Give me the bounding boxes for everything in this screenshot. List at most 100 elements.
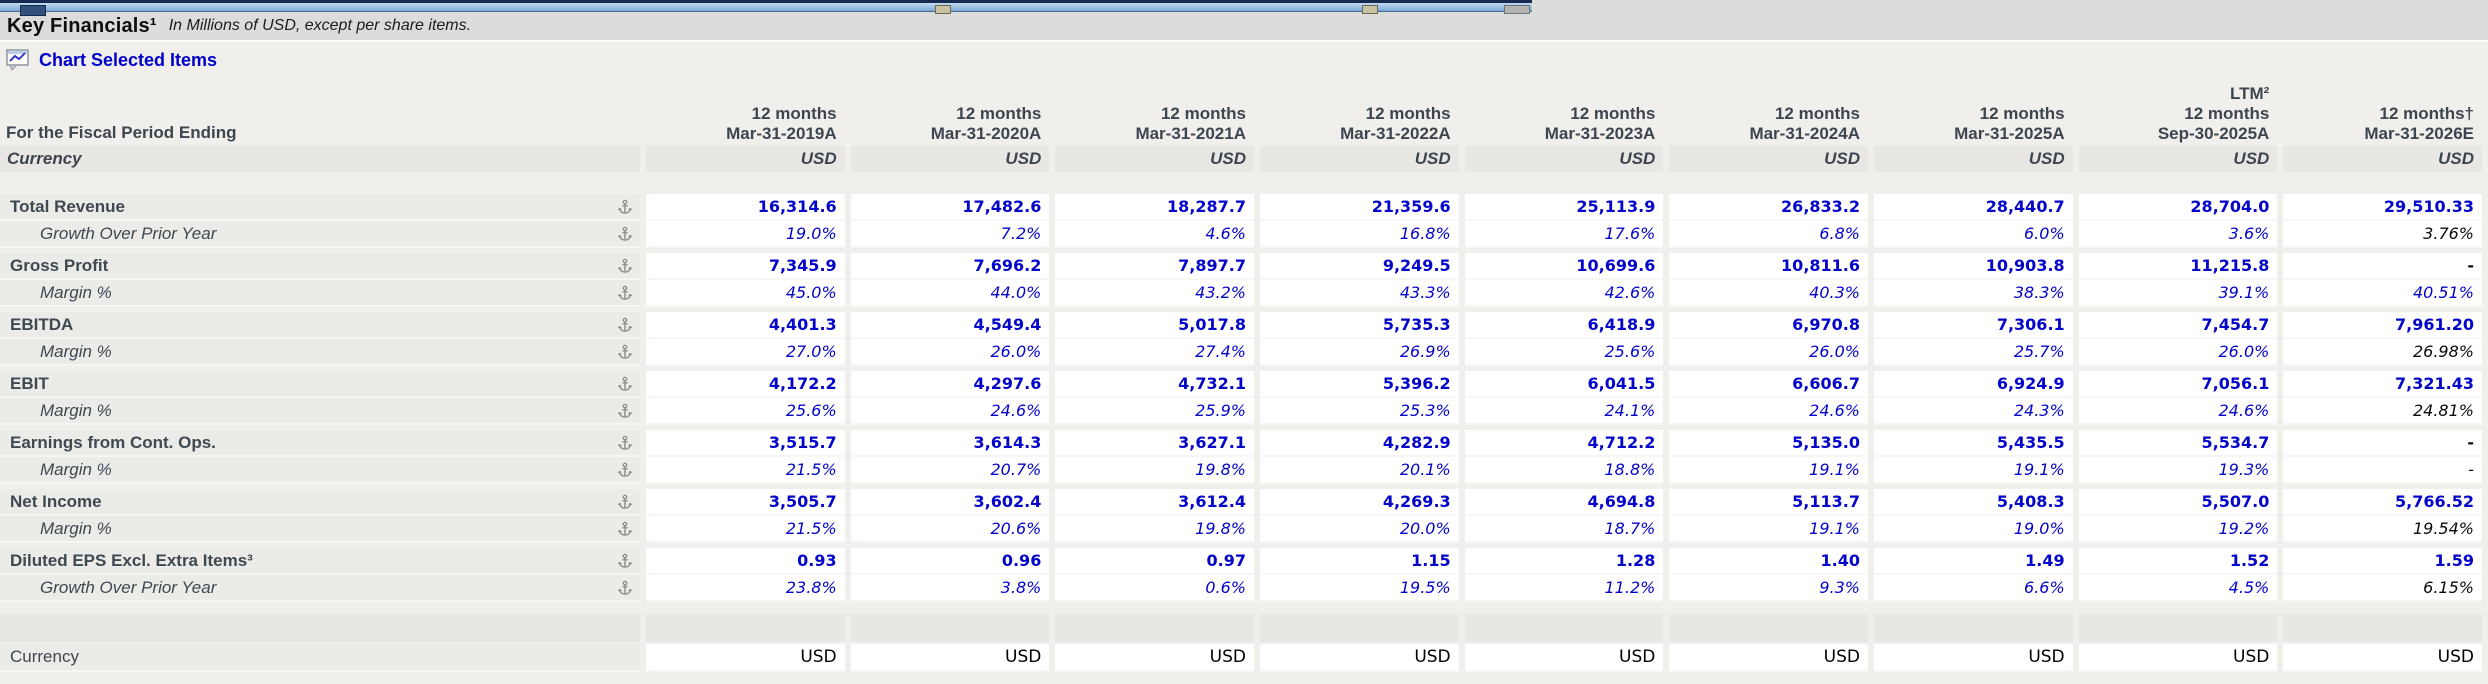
value-cell: 16,314.6 <box>646 194 845 221</box>
value-cell: 45.0% <box>646 280 845 307</box>
row-label: Margin % <box>0 516 640 543</box>
value-cell: 25.6% <box>1464 339 1664 366</box>
footer-currency-row: Currency USD USD USD USD USD USD USD USD USD <box>0 644 2488 672</box>
currency-header-row: Currency USD USD USD USD USD USD USD USD USD <box>0 146 2488 172</box>
value-cell: 16.8% <box>1260 221 1459 248</box>
value-cell: 7,056.1 <box>2078 371 2278 398</box>
value-cell: 28,440.7 <box>1874 194 2073 221</box>
value-cell: 5,135.0 <box>1669 430 1868 457</box>
value-cell: 1.15 <box>1260 548 1459 575</box>
scrollbar-left-cap[interactable] <box>20 5 46 16</box>
anchor-icon[interactable] <box>617 226 633 242</box>
value-cell: 43.2% <box>1055 280 1254 307</box>
value-cell: 7,345.9 <box>646 253 845 280</box>
value-cell: 6,924.9 <box>1874 371 2073 398</box>
col-header-3: 12 months Mar-31-2021A <box>1135 104 1246 143</box>
value-cell: 3.8% <box>850 575 1050 602</box>
col-header-6: 12 months Mar-31-2024A <box>1749 104 1860 143</box>
empty-cell <box>1669 614 1868 642</box>
anchor-icon[interactable] <box>617 344 633 360</box>
chart-selected-items-link[interactable]: Chart Selected Items <box>39 49 218 70</box>
value-cell: 21,359.6 <box>1260 194 1459 221</box>
value-cell: 0.97 <box>1055 548 1254 575</box>
currency-cell: USD <box>646 146 845 172</box>
value-cell: 6,041.5 <box>1464 371 1664 398</box>
scrollbar-handle[interactable] <box>935 5 951 14</box>
table-row: EBITDA 4,401.3 4,549.4 5,017.8 5,735.3 6,418.… <box>0 312 2488 339</box>
currency-label: Currency <box>0 146 640 172</box>
anchor-icon[interactable] <box>617 494 633 510</box>
value-cell: 6,606.7 <box>1669 371 1868 398</box>
value-cell: 1.59 <box>2283 548 2482 575</box>
value-cell: 19.0% <box>646 221 845 248</box>
value-cell: 28,704.0 <box>2078 194 2278 221</box>
empty-cell <box>2078 614 2278 642</box>
row-label: Margin % <box>0 457 640 484</box>
anchor-icon[interactable] <box>617 580 633 596</box>
value-cell: 26,833.2 <box>1669 194 1868 221</box>
anchor-icon[interactable] <box>617 521 633 537</box>
value-cell: 4.5% <box>2078 575 2278 602</box>
table-row: Margin % 27.0% 26.0% 27.4% 26.9% 25.6% 26.0% 25… <box>0 339 2488 366</box>
value-cell: 3,627.1 <box>1055 430 1254 457</box>
table-header-row: Chart Selected Items For the Fiscal Peri… <box>0 42 2488 146</box>
empty-cell <box>1874 614 2073 642</box>
empty-cell <box>646 614 845 642</box>
row-label: Growth Over Prior Year <box>0 221 640 248</box>
value-cell: 23.8% <box>646 575 845 602</box>
value-cell: 10,811.6 <box>1669 253 1868 280</box>
value-cell: 4,732.1 <box>1055 371 1254 398</box>
value-cell: 21.5% <box>646 457 845 484</box>
anchor-icon[interactable] <box>617 376 633 392</box>
anchor-icon[interactable] <box>617 462 633 478</box>
value-cell: 6.6% <box>1874 575 2073 602</box>
horizontal-scrollbar[interactable] <box>0 0 1532 16</box>
footer-currency-cell: USD <box>1055 644 1254 672</box>
value-cell: 11.2% <box>1464 575 1664 602</box>
value-cell: 10,903.8 <box>1874 253 2073 280</box>
value-cell: 3,505.7 <box>646 489 845 516</box>
value-cell: 26.0% <box>850 339 1050 366</box>
value-cell: 7,321.43 <box>2283 371 2482 398</box>
anchor-icon[interactable] <box>617 403 633 419</box>
value-cell: 25.3% <box>1260 398 1459 425</box>
col-header-9: 12 months† Mar-31-2026E <box>2364 104 2474 143</box>
row-label: EBIT <box>0 371 640 398</box>
key-financials-table: Chart Selected Items For the Fiscal Peri… <box>0 42 2488 672</box>
value-cell: 38.3% <box>1874 280 2073 307</box>
footer-currency-cell: USD <box>1260 644 1459 672</box>
footer-currency-cell: USD <box>646 644 845 672</box>
scrollbar-handle[interactable] <box>1362 5 1378 14</box>
anchor-icon[interactable] <box>617 317 633 333</box>
value-cell: 20.0% <box>1260 516 1459 543</box>
currency-cell: USD <box>1260 146 1459 172</box>
scrollbar-right-cap[interactable] <box>1504 5 1530 14</box>
value-cell: 26.0% <box>2078 339 2278 366</box>
value-cell: 24.81% <box>2283 398 2482 425</box>
footer-currency-cell: USD <box>1464 644 1664 672</box>
footer-currency-cell: USD <box>2078 644 2278 672</box>
anchor-icon[interactable] <box>617 199 633 215</box>
value-cell: 42.6% <box>1464 280 1664 307</box>
currency-cell: USD <box>2078 146 2278 172</box>
anchor-icon[interactable] <box>617 553 633 569</box>
value-cell: 40.3% <box>1669 280 1868 307</box>
table-row: Margin % 45.0% 44.0% 43.2% 43.3% 42.6% 40.3% 38… <box>0 280 2488 307</box>
value-cell: 4,297.6 <box>850 371 1050 398</box>
value-cell: 6,970.8 <box>1669 312 1868 339</box>
value-cell: 19.2% <box>2078 516 2278 543</box>
value-cell: 4,172.2 <box>646 371 845 398</box>
value-cell: 24.3% <box>1874 398 2073 425</box>
anchor-icon[interactable] <box>617 285 633 301</box>
row-label: Earnings from Cont. Ops. <box>0 430 640 457</box>
anchor-icon[interactable] <box>617 258 633 274</box>
anchor-icon[interactable] <box>617 435 633 451</box>
chart-bubble-icon <box>6 49 30 71</box>
value-cell: 6,418.9 <box>1464 312 1664 339</box>
col-header-2: 12 months Mar-31-2020A <box>930 104 1042 143</box>
empty-cell <box>1055 614 1254 642</box>
value-cell: 19.8% <box>1055 516 1254 543</box>
value-cell: 19.1% <box>1669 516 1868 543</box>
value-cell: 4,282.9 <box>1260 430 1459 457</box>
value-cell: 17,482.6 <box>850 194 1050 221</box>
